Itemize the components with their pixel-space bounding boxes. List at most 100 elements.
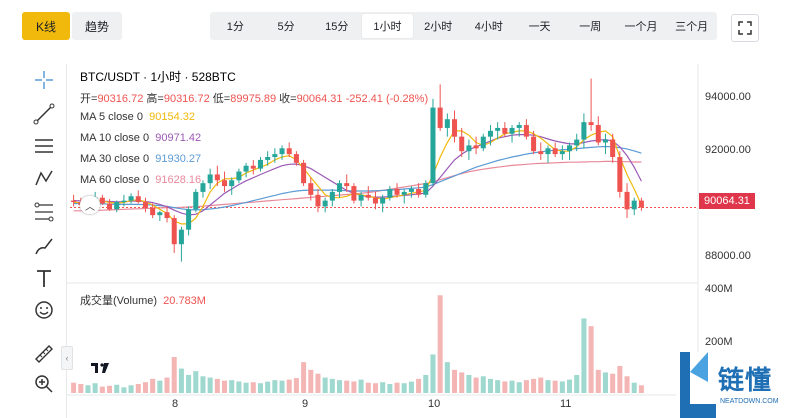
timeframe-2[interactable]: 15分 [325,21,349,33]
legend-collapse-button[interactable]: ︿ [80,196,100,214]
timeframe-8[interactable]: 一个月 [624,21,658,33]
volume-bar [610,373,616,393]
collapse-toolbar-button[interactable]: ‹ [61,346,73,370]
text-tool[interactable] [30,264,58,292]
timeframe-1[interactable]: 5分 [277,21,295,33]
timeframe-7[interactable]: 一周 [579,21,602,33]
volume-bar [509,380,515,393]
ma30-legend: MA 30 close 0 91930.27 [80,153,201,165]
volume-value: 20.783M [163,295,206,307]
x-label-9: 9 [302,398,309,410]
candle-body [416,188,422,195]
volume-bar [257,383,263,393]
volume-bar [495,380,501,393]
brush-tool[interactable] [30,232,58,260]
candle-body [257,159,263,169]
volume-bar [567,379,573,393]
ruler-icon [35,345,53,363]
volume-bar [602,372,608,393]
candle-body [286,148,292,155]
volume-bar [222,380,228,393]
volume-bar [552,380,558,393]
volume-bar [279,380,285,393]
timeframe-0[interactable]: 1分 [226,21,244,33]
emoji-tool[interactable] [30,296,58,324]
volume-bar [452,369,458,393]
candle-body [408,188,414,192]
chart-title: BTC/USDT · 1小时 · 528BTC [80,70,236,84]
volume-bar [171,357,177,393]
candle-body [193,191,199,210]
fibonacci-icon [34,202,54,222]
volume-bar [480,376,486,393]
ma10-value: 90971.42 [155,132,202,144]
tradingview-icon [91,358,109,376]
ma5-legend: MA 5 close 0 90154.32 [80,111,195,123]
volume-bar [538,377,544,393]
candle-body [171,218,177,245]
volume-bar [401,383,407,393]
top-bar: K线 趋势 1分 5分 15分 1小时 2小时 4小时 一天 一周 一个月 三个月 [0,0,788,58]
volume-bar [157,380,163,393]
candle-body [301,162,307,184]
timeframe-6[interactable]: 一天 [528,21,551,33]
timeframe-9[interactable]: 三个月 [675,21,709,33]
volume-tick-200m: 200M [705,336,733,348]
candle-body [567,145,573,152]
fib-tool[interactable] [30,198,58,226]
candle-body [272,154,278,158]
candle-body [372,197,378,204]
candle-body [624,191,630,210]
fullscreen-button[interactable] [731,14,759,42]
candle-body [459,136,465,152]
ma60-legend: MA 60 close 0 91628.16 [80,174,201,186]
parallel-lines-tool[interactable] [30,132,58,160]
candle-body [243,165,249,172]
candle-body [142,202,148,208]
timeframe-3[interactable]: 1小时 [362,14,413,38]
candle-body [617,157,623,192]
volume-bar [308,369,314,393]
candle-body [99,197,105,204]
candle-body [502,127,508,134]
candle-body [157,212,163,216]
low-value: 89975.89 [230,93,277,105]
candle-body [380,197,386,204]
candle-body [329,191,335,201]
price-tick-88000: 88000.00 [705,250,751,262]
candle-body [344,183,350,187]
timeframe-4[interactable]: 2小时 [424,21,453,33]
candle-body [444,119,450,128]
zoom-tool[interactable] [30,370,58,398]
candle-body [423,183,429,195]
chevron-up-icon: ︿ [85,201,95,213]
candle-body [265,157,271,160]
timeframe-5[interactable]: 4小时 [474,21,503,33]
tab-trend[interactable]: 趋势 [72,12,122,40]
volume-bar [358,379,364,393]
tab-kline[interactable]: K线 [22,12,70,40]
candle-body [487,130,493,137]
volume-bar [581,318,587,393]
volume-bar [71,382,77,393]
candle-body [588,122,594,126]
x-label-11: 11 [560,398,572,410]
candle-body [430,107,436,184]
candle-body [387,188,393,198]
x-label-10: 10 [428,398,441,410]
crosshair-tool[interactable] [30,66,58,94]
candle-body [229,180,235,187]
candle-body [509,127,515,134]
candle-body [531,136,537,152]
candle-body [610,139,616,158]
candle-body [495,127,501,131]
ruler-tool[interactable] [30,340,58,368]
brush-icon [35,238,53,255]
volume-legend: 成交量(Volume) 20.783M [80,292,206,308]
candle-body [452,119,458,137]
trendline-tool[interactable] [30,100,58,128]
volume-bar [114,384,120,393]
pattern-tool[interactable] [30,164,58,192]
candle-body [466,145,472,152]
